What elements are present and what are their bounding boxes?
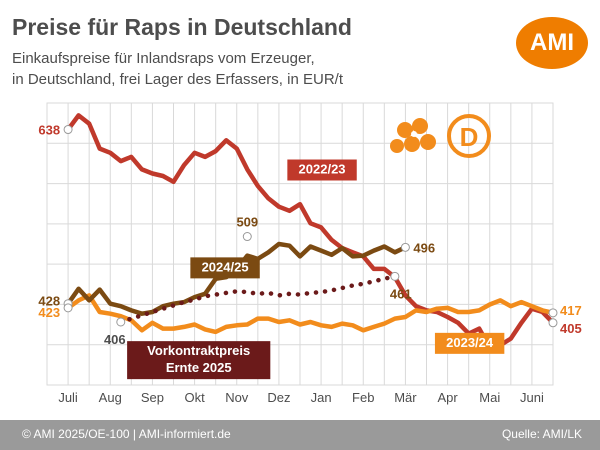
country-d-label: D [460,122,479,152]
chart-title: Preise für Raps in Deutschland [12,14,352,40]
footer-bar: © AMI 2025/OE-100 | AMI-informiert.de Qu… [0,420,600,450]
series-label-box [434,332,505,354]
country-d-icon: D [447,114,491,158]
x-tick-label: Feb [352,390,374,405]
series-label-text: Vorkontraktpreis [147,343,250,358]
data-label: 496 [413,240,435,255]
x-tick-label: Nov [225,390,249,405]
data-label: 405 [560,321,582,336]
x-tick-label: Jan [311,390,332,405]
data-point-marker [116,317,126,327]
series-label-text: 2024/25 [202,259,249,274]
ami-logo: AMI [516,17,588,69]
series-label-box [127,341,271,380]
x-tick-label: Juli [58,390,78,405]
data-label: 638 [38,123,60,138]
x-tick-label: Apr [437,390,458,405]
data-point-marker [63,303,73,313]
footer-source: Quelle: AMI/LK [501,427,582,441]
x-tick-label: Okt [184,390,205,405]
series-line-2022-23 [65,113,556,350]
data-label: 423 [38,305,60,320]
series-label-text: 2022/23 [299,162,346,177]
price-line-chart: D Juli Aug Sep Okt Nov Dez Jan Feb Mär Apr Mai Juni… [38,102,582,405]
data-point-marker [390,271,400,281]
data-label: 417 [560,303,582,318]
x-axis: Juli Aug Sep Okt Nov Dez Jan Feb Mär Apr Mai Juni [58,390,544,405]
data-label: 406 [104,332,126,347]
data-point-marker [63,125,73,135]
germany-rapeseed-badge: D [390,114,491,158]
x-tick-label: Sep [141,390,164,405]
series-line-2023-24 [65,293,556,335]
footer-copyright: © AMI 2025/OE-100 | AMI-informiert.de [22,427,231,441]
chart-subtitle-line-2: in Deutschland, frei Lager des Erfassers… [12,71,343,88]
data-point-marker [400,242,410,252]
chart-subtitle-line-1: Einkaufspreise für Inlandsraps vom Erzeu… [12,50,315,67]
data-label: 461 [390,286,412,301]
x-tick-label: Mär [394,390,417,405]
series-label-box [190,257,260,279]
series-label-text: Ernte 2025 [166,360,232,375]
data-point-marker [548,308,558,318]
data-label: 509 [236,215,258,230]
x-tick-label: Aug [99,390,122,405]
series-labels: 2022/23 2024/25 2023/24 Vorkontraktpreis Ern… [127,159,505,380]
series-label-text: 2023/24 [446,335,494,350]
x-tick-label: Dez [267,390,290,405]
data-point-marker [548,318,558,328]
rapeseed-flower-icon [390,118,436,153]
x-tick-label: Juni [520,390,544,405]
data-label: 428 [38,294,60,309]
series-label-box [287,159,357,181]
data-point-marker [242,232,252,242]
x-tick-label: Mai [479,390,500,405]
